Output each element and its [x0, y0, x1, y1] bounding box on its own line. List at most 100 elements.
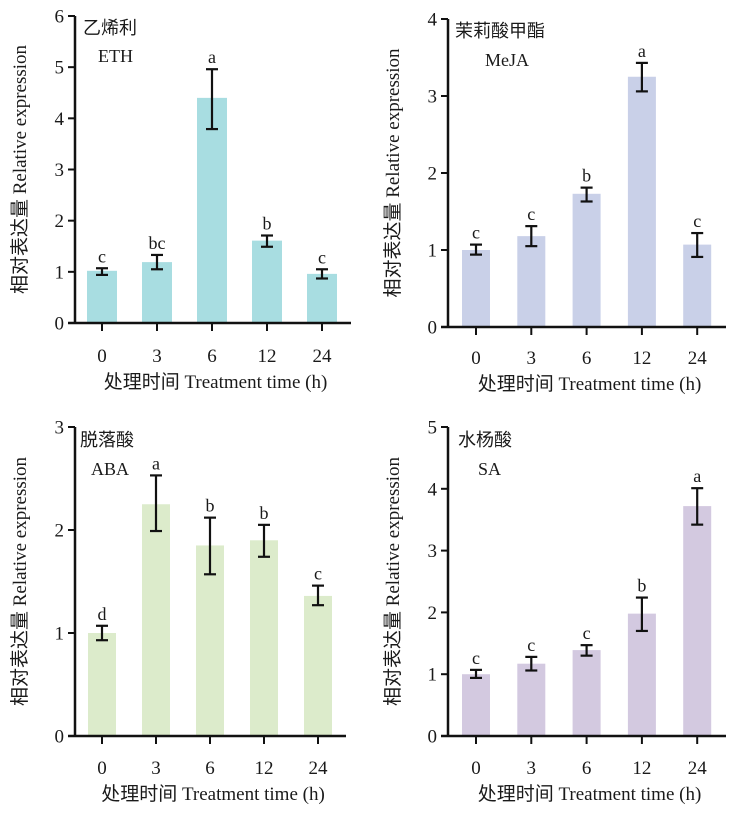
x-tick-label: 12	[632, 758, 651, 779]
y-tick-label: 0	[55, 314, 65, 335]
bar	[627, 76, 656, 327]
significance-label: b	[637, 576, 646, 596]
error-bar	[635, 61, 648, 93]
error-bar	[691, 231, 704, 259]
significance-label: b	[206, 496, 215, 516]
x-axis-title: 处理时间 Treatment time (h)	[101, 783, 325, 805]
bar	[250, 540, 278, 736]
significance-label: a	[638, 41, 646, 61]
significance-label: c	[527, 635, 535, 655]
y-tick-label: 3	[55, 160, 65, 181]
bar	[87, 270, 117, 323]
bar	[307, 273, 337, 323]
error-bar	[635, 596, 648, 633]
x-tick-label: 3	[527, 758, 537, 779]
error-bar	[96, 624, 108, 642]
x-tick-label: 0	[471, 348, 481, 369]
error-bar	[206, 68, 218, 131]
y-tick-label: 4	[428, 479, 438, 500]
y-tick-label: 5	[428, 418, 438, 439]
significance-label: a	[152, 453, 160, 473]
significance-label: c	[583, 623, 591, 643]
panel-title-chinese: 茉莉酸甲酯	[455, 21, 545, 42]
error-bar	[580, 186, 593, 203]
panel-title-chinese: 乙烯利	[83, 18, 137, 39]
x-tick-label: 3	[152, 346, 162, 367]
y-axis-title: 相对表达量 Relative expression	[9, 44, 31, 294]
x-tick-label: 24	[309, 758, 329, 779]
error-bar	[151, 253, 163, 271]
bar	[88, 633, 116, 736]
error-bar	[316, 268, 328, 280]
x-axis-title: 处理时间 Treatment time (h)	[478, 783, 702, 805]
error-bar	[150, 474, 162, 533]
y-tick-label: 4	[55, 109, 65, 130]
y-tick-label: 1	[428, 665, 438, 686]
y-tick-label: 1	[55, 624, 65, 645]
y-tick-label: 3	[55, 418, 65, 439]
error-bar	[525, 655, 538, 672]
x-tick-label: 6	[205, 758, 215, 779]
bar	[517, 236, 546, 327]
x-tick-label: 24	[313, 346, 333, 367]
bar	[517, 663, 546, 736]
y-tick-label: 3	[428, 87, 438, 108]
significance-label: b	[263, 214, 272, 234]
x-tick-label: 24	[688, 758, 708, 779]
bar	[252, 240, 282, 323]
x-axis-title: 处理时间 Treatment time (h)	[478, 373, 702, 395]
significance-label: b	[582, 166, 591, 186]
y-axis-title: 相对表达量 Relative expression	[382, 48, 404, 298]
significance-label: c	[693, 211, 701, 231]
panel-title-english: SA	[478, 459, 501, 479]
bar	[462, 674, 490, 736]
error-bar	[525, 225, 538, 248]
bar	[197, 97, 227, 323]
x-tick-label: 0	[97, 346, 107, 367]
y-tick-label: 2	[428, 603, 438, 624]
x-tick-label: 12	[255, 758, 274, 779]
y-tick-label: 0	[428, 727, 438, 748]
y-tick-label: 2	[55, 521, 65, 542]
error-bar	[204, 516, 216, 576]
x-tick-label: 6	[582, 348, 592, 369]
significance-label: a	[693, 466, 701, 486]
y-tick-label: 3	[428, 541, 438, 562]
significance-label: c	[98, 246, 106, 266]
x-tick-label: 6	[207, 346, 217, 367]
error-bar	[470, 243, 482, 256]
y-axis-title: 相对表达量 Relative expression	[382, 456, 404, 706]
significance-label: c	[472, 223, 480, 243]
y-tick-label: 6	[55, 7, 65, 28]
x-tick-label: 6	[582, 758, 592, 779]
error-bar	[258, 523, 270, 558]
error-bar	[470, 668, 482, 680]
significance-label: c	[472, 648, 480, 668]
bar	[572, 193, 601, 327]
y-tick-label: 0	[55, 727, 65, 748]
y-tick-label: 1	[428, 241, 438, 262]
x-tick-label: 0	[97, 758, 107, 779]
significance-label: d	[98, 604, 107, 624]
significance-label: c	[527, 204, 535, 224]
x-tick-label: 12	[258, 346, 277, 367]
bar	[142, 504, 170, 736]
y-tick-label: 1	[55, 262, 65, 283]
panel-title-chinese: 脱落酸	[80, 430, 134, 451]
y-axis-title: 相对表达量 Relative expression	[9, 456, 31, 706]
significance-label: a	[208, 47, 216, 67]
x-tick-label: 3	[151, 758, 161, 779]
error-bar	[580, 644, 593, 657]
significance-label: c	[318, 247, 326, 267]
y-tick-label: 5	[55, 58, 65, 79]
y-tick-label: 4	[428, 10, 438, 31]
bar	[572, 650, 601, 736]
panel-title-english: ETH	[98, 46, 133, 66]
x-tick-label: 12	[632, 348, 651, 369]
error-bar	[312, 584, 324, 607]
significance-label: b	[260, 503, 269, 523]
